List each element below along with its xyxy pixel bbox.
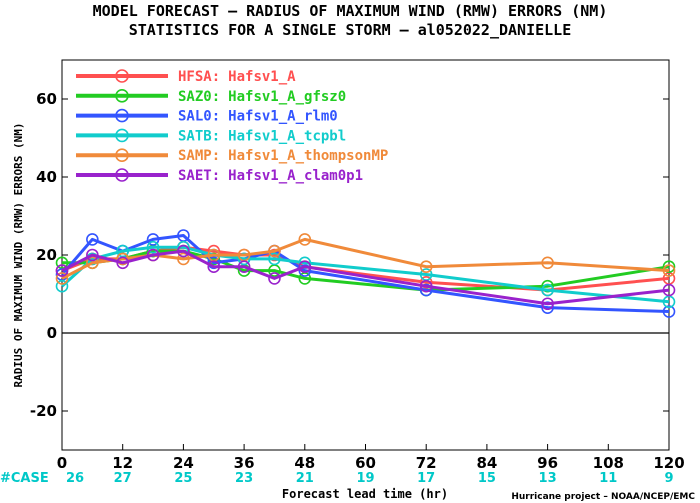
x-tick-label: 60 [355, 454, 376, 472]
chart-title: MODEL FORECAST – RADIUS OF MAXIMUM WIND … [93, 2, 608, 20]
series-point [662, 305, 676, 318]
legend-model-label: Hafsv1_A_tcpbl [228, 128, 346, 144]
legend-model-code: HFSA: [178, 69, 220, 85]
x-tick-label: 96 [537, 454, 558, 472]
series-point [541, 283, 554, 297]
case-count: 27 [114, 471, 132, 486]
series-point [146, 240, 160, 254]
legend-swatch-marker [115, 108, 129, 123]
x-tick-label: 36 [234, 454, 255, 472]
series-point [237, 252, 251, 266]
case-count: 19 [356, 471, 374, 486]
case-count: 15 [478, 471, 496, 486]
case-count: 17 [417, 471, 435, 486]
legend-entry: SAMP: Hafsv1_A_thompsonMP [178, 148, 388, 164]
legend: HFSA: Hafsv1_A SAZ0: Hafsv1_A_gfsz0 SAL0: Haf… [76, 69, 388, 184]
legend-entry: SAL0: Hafsv1_A_rlm0 [178, 109, 338, 125]
credit-text: Hurricane project – NOAA/NCEP/EMC [511, 492, 695, 502]
series-point [541, 256, 554, 270]
series-point [541, 297, 554, 311]
legend-model-label: Hafsv1_A_thompsonMP [228, 148, 388, 164]
x-tick-label: 0 [57, 454, 67, 472]
series-point [177, 244, 190, 258]
series-point [541, 301, 554, 314]
series-point [419, 279, 433, 293]
series-point [419, 275, 433, 289]
series-point [146, 233, 160, 246]
series-point [237, 260, 251, 274]
series-point [55, 272, 69, 285]
case-count: 13 [539, 471, 557, 486]
case-count: 9 [664, 471, 673, 486]
series-point [55, 279, 69, 293]
legend-model-code: SAZ0: [178, 89, 220, 105]
series-point [146, 248, 160, 262]
legend-entry: SAET: Hafsv1_A_clam0p1 [178, 168, 363, 184]
case-count: 26 [66, 471, 84, 486]
series-point [662, 264, 676, 277]
series-point [86, 233, 99, 246]
series-point [298, 233, 312, 246]
series-point [177, 252, 190, 266]
y-tick-label: 20 [36, 246, 57, 264]
y-tick-label: 0 [47, 324, 57, 342]
y-axis-label: RADIUS OF MAXIMUM WIND (RMW) ERRORS (NM) [12, 123, 25, 388]
x-tick-label: 108 [593, 454, 624, 472]
legend-entry: SAZ0: Hafsv1_A_gfsz0 [178, 89, 346, 105]
legend-model-code: SAET: [178, 168, 220, 184]
series-point [207, 260, 221, 274]
series-point [116, 256, 129, 270]
series-point [268, 272, 281, 285]
case-counts-row: #CASE 26 27 25 23 21 19 17 15 13 11 9 [0, 471, 674, 486]
series-point [268, 252, 281, 266]
case-count: 23 [235, 471, 253, 486]
case-count: 25 [174, 471, 192, 486]
x-tick-label: 84 [476, 454, 497, 472]
series-point [86, 248, 99, 262]
series-point [298, 260, 312, 274]
series-point [116, 252, 129, 266]
series-point [268, 244, 281, 258]
case-label: #CASE [0, 471, 49, 486]
chart-subtitle: STATISTICS FOR A SINGLE STORM – al052022… [129, 21, 572, 39]
legend-entry: SATB: Hafsv1_A_tcpbl [178, 128, 346, 144]
x-axis-label: Forecast lead time (hr) [282, 487, 448, 501]
series-point [662, 260, 676, 274]
y-tick-label: 40 [36, 168, 57, 186]
x-tick-label: 72 [416, 454, 437, 472]
x-tick-label: 24 [173, 454, 194, 472]
case-count: 11 [599, 471, 617, 486]
legend-swatch-marker [115, 128, 129, 143]
x-axis-ticks: 0 12 24 36 48 60 72 84 96 108 120 [57, 444, 685, 472]
legend-model-code: SATB: [178, 128, 220, 144]
legend-model-code: SAMP: [178, 148, 220, 164]
legend-swatch-marker [115, 148, 129, 162]
series-point [419, 260, 433, 274]
series-point [541, 279, 554, 293]
legend-model-label: Hafsv1_A_rlm0 [228, 109, 338, 125]
case-count: 21 [296, 471, 314, 486]
legend-model-code: SAL0: [178, 109, 220, 125]
series-point [298, 264, 312, 277]
y-tick-label: 60 [36, 90, 57, 108]
x-tick-label: 12 [112, 454, 133, 472]
series-point [419, 283, 433, 297]
legend-entry: HFSA: Hafsv1_A [178, 69, 296, 85]
x-tick-label: 48 [294, 454, 315, 472]
legend-swatch-marker [115, 69, 129, 83]
legend-model-label: Hafsv1_A_gfsz0 [228, 89, 346, 105]
legend-model-label: Hafsv1_A [228, 69, 296, 85]
legend-swatch-marker [115, 168, 129, 182]
y-tick-label: -20 [30, 402, 57, 420]
series-lines [55, 229, 676, 318]
legend-swatch-marker [115, 89, 129, 103]
x-tick-label: 120 [653, 454, 684, 472]
series-point [662, 283, 676, 297]
series-point [86, 256, 99, 270]
y-axis-ticks: -20 0 20 40 60 [30, 90, 669, 420]
series-point [55, 264, 69, 277]
legend-model-label: Hafsv1_A_clam0p1 [228, 168, 363, 184]
